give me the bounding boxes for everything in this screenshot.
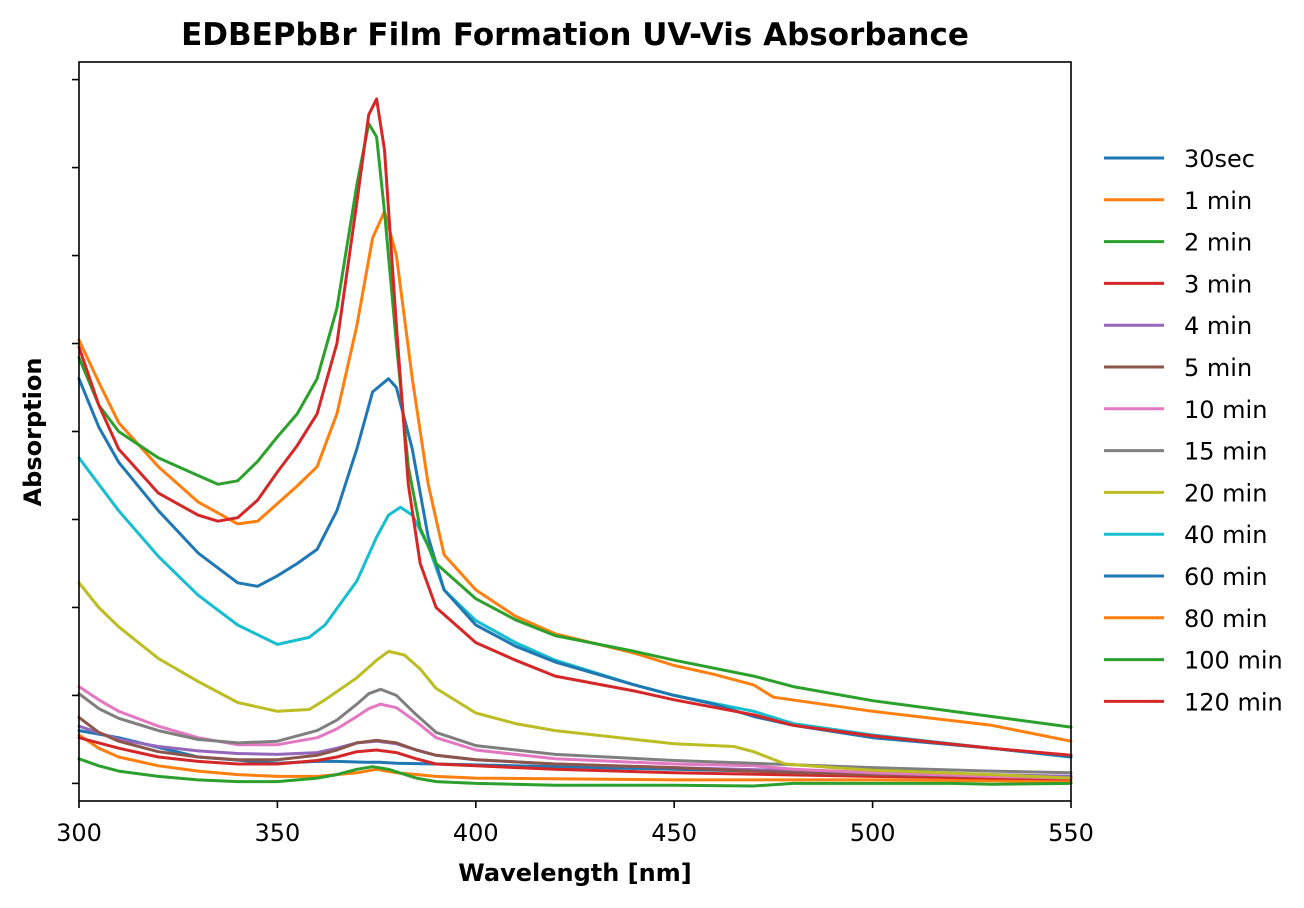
legend: 30sec 1 min 2 min 3 min 4 min 5 min 10 min 15 m… (1104, 145, 1283, 716)
legend-label-11: 60 min (1184, 563, 1267, 591)
legend-label-13: 100 min (1184, 647, 1283, 675)
legend-label-6: 5 min (1184, 354, 1252, 382)
x-tick-label: 500 (850, 819, 896, 847)
legend-label-12: 80 min (1184, 605, 1267, 633)
series-line-13 (77, 122, 1073, 729)
y-axis (72, 78, 79, 785)
legend-label-5: 4 min (1184, 312, 1252, 340)
x-tick-label: 400 (453, 819, 499, 847)
legend-label-9: 20 min (1184, 479, 1267, 507)
legend-label-7: 10 min (1184, 396, 1267, 424)
legend-label-3: 2 min (1184, 229, 1252, 257)
x-axis: 300 350 400 450 500 550 (56, 801, 1094, 847)
series-line-14 (77, 97, 1073, 757)
y-axis-label: Absorption (19, 358, 47, 507)
legend-label-1: 30sec (1184, 145, 1255, 173)
series-line-7 (77, 685, 1073, 780)
legend-label-14: 120 min (1184, 688, 1283, 716)
series-line-4 (77, 736, 1073, 781)
chart-title: EDBEPbBr Film Formation UV-Vis Absorbanc… (181, 17, 969, 53)
series-line-8 (77, 687, 1073, 775)
x-tick-label: 300 (56, 819, 102, 847)
legend-label-2: 1 min (1184, 187, 1252, 215)
series-line-2 (77, 733, 1073, 784)
legend-label-10: 40 min (1184, 521, 1267, 549)
legend-label-8: 15 min (1184, 438, 1267, 466)
series-line-3 (77, 757, 1073, 788)
series-line-10 (77, 456, 1073, 759)
x-tick-label: 350 (254, 819, 300, 847)
x-tick-label: 550 (1048, 819, 1094, 847)
legend-label-4: 3 min (1184, 270, 1252, 298)
x-tick-label: 450 (651, 819, 697, 847)
series-line-6 (77, 715, 1073, 780)
series-line-12 (77, 210, 1073, 743)
series-line-9 (77, 581, 1073, 780)
x-axis-label: Wavelength [nm] (458, 859, 691, 887)
series-layer (77, 97, 1073, 788)
